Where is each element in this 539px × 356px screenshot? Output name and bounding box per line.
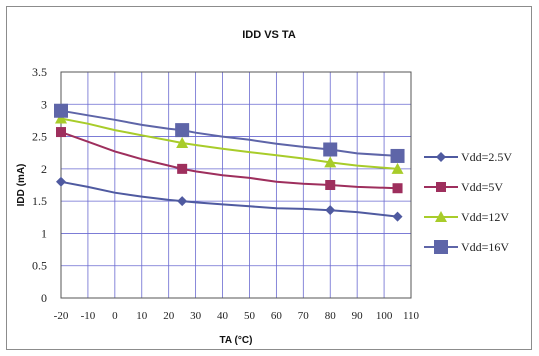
y-tick-label: 0 <box>41 291 47 305</box>
y-tick-label: 3 <box>41 97 47 111</box>
y-tick-label: 3.5 <box>32 65 47 79</box>
x-tick-label: 60 <box>271 310 283 322</box>
data-point <box>323 142 338 157</box>
plot-area-border <box>60 71 412 299</box>
legend-marker <box>434 240 448 254</box>
x-tick-label: 70 <box>298 310 310 322</box>
data-point <box>54 103 68 118</box>
y-axis-label: IDD (mA) <box>16 164 27 207</box>
x-tick-label: 90 <box>352 310 364 322</box>
series-line-1 <box>60 131 398 190</box>
x-tick-label: 10 <box>136 310 148 322</box>
data-point <box>175 123 190 138</box>
y-tick-label: 1.5 <box>32 194 47 208</box>
legend-label: Vdd=5V <box>461 180 503 194</box>
data-point <box>176 137 189 149</box>
legend-marker <box>435 211 447 222</box>
x-tick-label: 0 <box>112 310 118 322</box>
data-point <box>55 112 67 124</box>
x-tick-label: 110 <box>403 310 420 322</box>
data-point <box>391 162 404 174</box>
data-point <box>392 183 403 194</box>
x-tick-label: 100 <box>376 310 393 322</box>
chart-title: IDD VS TA <box>242 29 296 41</box>
legend-label: Vdd=16V <box>461 240 509 254</box>
y-tick-label: 2.5 <box>32 130 47 144</box>
data-point <box>325 205 336 216</box>
data-point <box>325 180 336 190</box>
legend-marker <box>436 182 446 192</box>
data-point <box>390 148 405 163</box>
data-point <box>56 127 66 138</box>
data-point <box>177 196 188 207</box>
x-tick-label: 40 <box>217 310 229 322</box>
legend-label: Vdd=2.5V <box>461 150 512 164</box>
x-tick-label: 80 <box>325 310 337 322</box>
data-point <box>177 163 188 174</box>
y-tick-label: 2 <box>41 162 47 176</box>
y-tick-label: 0.5 <box>32 259 47 273</box>
data-point <box>392 211 403 222</box>
data-point <box>324 156 337 168</box>
data-point <box>56 176 66 187</box>
chart-frame <box>6 6 532 350</box>
x-axis-label: TA (°C) <box>220 335 253 346</box>
y-tick-label: 1 <box>41 226 47 240</box>
x-tick-label: 50 <box>244 310 256 322</box>
series-line-2 <box>60 117 398 170</box>
x-tick-label: -20 <box>54 310 69 322</box>
legend-label: Vdd=12V <box>461 210 509 224</box>
x-tick-label: -10 <box>81 310 96 322</box>
legend-marker <box>436 152 446 162</box>
x-tick-label: 20 <box>163 310 175 322</box>
x-tick-label: 30 <box>190 310 202 322</box>
